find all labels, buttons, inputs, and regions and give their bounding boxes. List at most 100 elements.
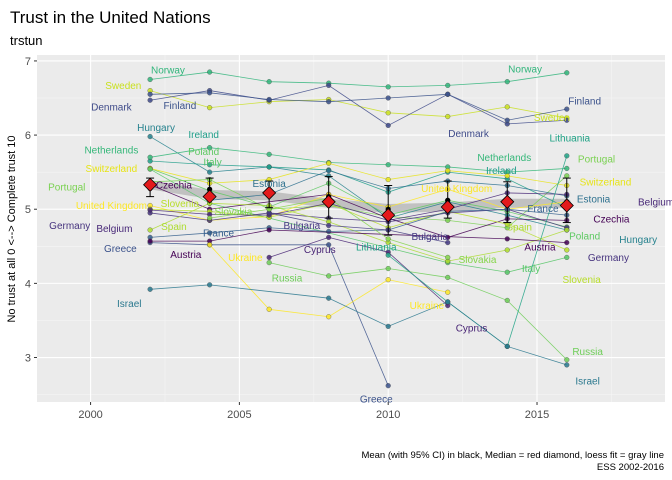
point-russia [504, 297, 510, 303]
x-tick-label: 2005 [227, 409, 251, 421]
median-diamond [381, 208, 396, 223]
label-slovenia: Slovenia [562, 275, 601, 286]
label-netherlands: Netherlands [477, 153, 531, 164]
point-lithuania [385, 252, 391, 258]
point-israel [564, 362, 570, 368]
median-diamond [262, 185, 277, 200]
series-line-greece [150, 242, 389, 386]
point-france [207, 230, 213, 236]
point-switzerland [326, 160, 332, 166]
y-tick-label: 5 [25, 204, 31, 216]
point-greece [326, 242, 332, 248]
point-norway [564, 70, 570, 76]
label-ukraine: Ukraine [228, 253, 263, 264]
median-diamond [202, 189, 217, 204]
y-axis-ticks: 3 4 5 6 7 [25, 56, 37, 365]
point-switzerland [385, 176, 391, 183]
label-sweden: Sweden [105, 81, 141, 92]
point-russia [445, 274, 451, 281]
label-sweden: Sweden [534, 113, 570, 124]
point-cyprus [326, 234, 332, 240]
label-bulgaria: Bulgaria [284, 221, 321, 232]
point-bulgaria [326, 222, 332, 229]
point-russia [564, 357, 570, 363]
point-hungary [147, 133, 153, 140]
point-israel [326, 295, 332, 301]
point-israel [385, 323, 391, 329]
series-line-hungary [149, 136, 567, 231]
point-norway [266, 79, 272, 85]
series-line-finland [150, 92, 567, 121]
label-austria: Austria [524, 243, 556, 254]
label-estonia: Estonia [577, 194, 611, 205]
series-line-slovenia [150, 202, 567, 251]
series-line-denmark [150, 84, 567, 126]
point-austria [147, 238, 153, 244]
y-tick-label: 7 [25, 56, 31, 68]
label-finland: Finland [568, 96, 601, 107]
point-russia [326, 273, 332, 279]
point-finland [504, 117, 510, 123]
point-slovakia [207, 215, 213, 221]
label-netherlands: Netherlands [84, 145, 138, 156]
point-lithuania [564, 153, 570, 159]
label-france: France [527, 204, 559, 215]
label-belgium: Belgium [96, 224, 132, 235]
point-denmark [147, 97, 153, 103]
label-lithuania: Lithuania [356, 243, 397, 254]
label-france: France [203, 228, 235, 239]
point-hungary [207, 169, 213, 175]
x-axis-ticks: 2000 2005 2010 2015 [78, 402, 549, 421]
label-slovenia: Slovenia [161, 199, 200, 210]
point-sweden [445, 113, 451, 120]
point-ukraine [326, 314, 332, 320]
point-greece [385, 383, 391, 389]
x-tick-label: 2015 [525, 409, 549, 421]
label-ireland: Ireland [188, 130, 219, 141]
point-russia [266, 260, 272, 266]
label-germany: Germany [49, 221, 90, 232]
series-line-netherlands [150, 147, 567, 173]
grid-major [37, 55, 665, 402]
label-portugal: Portugal [578, 154, 615, 165]
point-switzerland [445, 168, 451, 174]
point-denmark [564, 117, 570, 123]
label-united-kingdom: United Kingdom [76, 201, 147, 212]
point-ireland [207, 162, 213, 168]
label-ireland: Ireland [486, 166, 517, 177]
caption-line-2: ESS 2002-2016 [597, 462, 664, 473]
point-netherlands [385, 162, 391, 168]
point-portugal [564, 173, 570, 179]
median-diamond [321, 194, 336, 209]
point-norway [385, 84, 391, 90]
point-finland [445, 91, 451, 97]
point-finland [266, 96, 272, 103]
median-layer [143, 177, 574, 223]
point-austria [266, 227, 272, 233]
point-ukraine [445, 289, 451, 295]
point-ukraine [207, 242, 213, 248]
label-united-kingdom: United Kingdom [421, 184, 492, 195]
point-denmark [385, 122, 391, 129]
point-norway [445, 82, 451, 88]
series-line-switzerland [150, 162, 567, 186]
label-germany: Germany [588, 253, 629, 264]
point-spain [147, 227, 153, 233]
label-cyprus: Cyprus [304, 245, 336, 256]
series-line-norway [150, 71, 567, 88]
median-diamond [559, 198, 574, 213]
label-spain: Spain [506, 223, 532, 234]
label-finland: Finland [163, 101, 196, 112]
y-tick-label: 3 [25, 353, 31, 365]
label-belgium: Belgium [638, 197, 672, 208]
label-bulgaria: Bulgaria [412, 232, 449, 243]
label-italy: Italy [522, 264, 540, 275]
point-norway [504, 79, 510, 85]
point-finland [326, 99, 332, 105]
country-labels: Norway Norway Sweden Sweden Denmark Denmark Fi… [48, 65, 672, 406]
caption-line-1: Mean (with 95% CI) in black, Median = re… [361, 450, 664, 461]
label-denmark: Denmark [448, 129, 490, 140]
label-austria: Austria [170, 250, 202, 261]
grid-minor [37, 55, 665, 402]
point-denmark [326, 82, 332, 88]
